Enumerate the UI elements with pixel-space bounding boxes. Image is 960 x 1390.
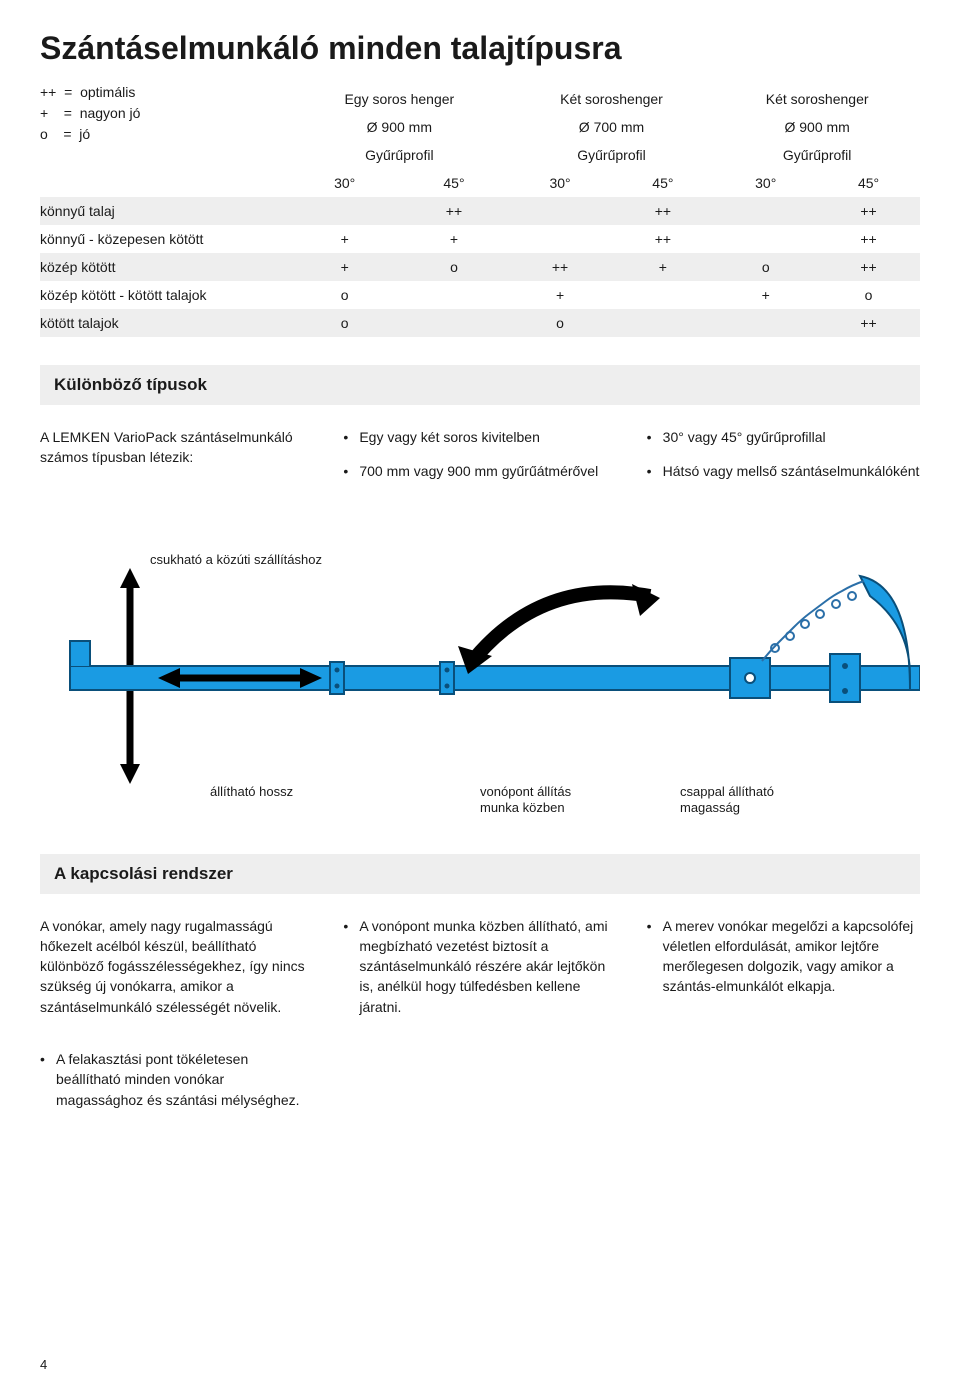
cell: ++ [611, 197, 714, 225]
diagram-label-tow: vonópont állítás munka közben [480, 784, 575, 815]
cell: ++ [817, 253, 920, 281]
soil-table: Egy soros henger Két soroshenger Két sor… [40, 85, 920, 337]
list-item: A felakasztási pont tökéletesen beállíth… [40, 1049, 313, 1110]
cell: + [290, 253, 399, 281]
list-item: Hátsó vagy mellső szántáselmunkálóként [647, 461, 920, 481]
cell: o [290, 281, 399, 309]
col-group: Egy soros henger [290, 85, 509, 113]
row-label: könnyű talaj [40, 197, 290, 225]
legend-good: + = nagyon jó [40, 103, 140, 124]
row-label: közép kötött [40, 253, 290, 281]
col-profile: Gyűrűprofil [509, 141, 715, 169]
types-intro: A LEMKEN VarioPack szántáselmunkáló szám… [40, 427, 313, 496]
cell: o [290, 309, 399, 337]
row-label: közép kötött - kötött talajok [40, 281, 290, 309]
cell: + [290, 225, 399, 253]
col-profile: Gyűrűprofil [290, 141, 509, 169]
col-group: Két soroshenger [509, 85, 715, 113]
swing-arrow-icon [458, 584, 660, 674]
cell [399, 281, 508, 309]
cell: ++ [817, 309, 920, 337]
legend: ++ = optimális + = nagyon jó o = jó [40, 82, 140, 145]
cell: o [817, 281, 920, 309]
legend-ok: o = jó [40, 124, 140, 145]
row-label: könnyű - közepesen kötött [40, 225, 290, 253]
page-number: 4 [40, 1357, 47, 1372]
types-columns: A LEMKEN VarioPack szántáselmunkáló szám… [40, 427, 920, 496]
table-row: kötött talajokoo++ [40, 309, 920, 337]
col-diam: Ø 700 mm [509, 113, 715, 141]
cell [509, 197, 612, 225]
cell [714, 197, 817, 225]
col-angle: 30° [290, 169, 399, 197]
col-diam: Ø 900 mm [290, 113, 509, 141]
list-item: 700 mm vagy 900 mm gyűrűátmérővel [343, 461, 616, 481]
row-label: kötött talajok [40, 309, 290, 337]
types-heading: Különböző típusok [40, 365, 920, 405]
cell: + [714, 281, 817, 309]
list-item: A vonópont munka közben állítható, ami m… [343, 916, 616, 1017]
cell: + [611, 253, 714, 281]
chain-icon [762, 581, 864, 661]
coupling-list-below: A felakasztási pont tökéletesen beállíth… [40, 1049, 313, 1110]
table-row: közép kötött - kötött talajoko++o [40, 281, 920, 309]
cell [509, 225, 612, 253]
coupling-intro: A vonókar, amely nagy rugalmasságú hőkez… [40, 916, 313, 1031]
list-item: Egy vagy két soros kivitelben [343, 427, 616, 447]
cell: ++ [817, 197, 920, 225]
table-row: könnyű - közepesen kötött++++++ [40, 225, 920, 253]
col-diam: Ø 900 mm [714, 113, 920, 141]
coupling-heading: A kapcsolási rendszer [40, 854, 920, 894]
coupling-columns-2: A felakasztási pont tökéletesen beállíth… [40, 1049, 920, 1124]
drawbar-diagram: csukható a közúti szállításhoz [40, 546, 920, 826]
table-row: könnyű talaj ++ ++ ++ [40, 197, 920, 225]
coupling-list-mid: A vonópont munka közben állítható, ami m… [343, 916, 616, 1017]
col-angle: 30° [714, 169, 817, 197]
cell [611, 281, 714, 309]
table-row: közép kötött+o+++o++ [40, 253, 920, 281]
page-title: Szántáselmunkáló minden talajtípusra [40, 30, 920, 67]
types-list-mid: Egy vagy két soros kivitelben 700 mm vag… [343, 427, 616, 482]
cell: o [714, 253, 817, 281]
col-angle: 45° [817, 169, 920, 197]
diagram-label-pin: csappal állítható magasság [680, 784, 778, 815]
cell: o [399, 253, 508, 281]
cell: ++ [509, 253, 612, 281]
list-item: 30° vagy 45° gyűrűprofillal [647, 427, 920, 447]
cell [399, 309, 508, 337]
cell [714, 225, 817, 253]
col-angle: 45° [399, 169, 508, 197]
cell: ++ [611, 225, 714, 253]
col-angle: 30° [509, 169, 612, 197]
coupling-list-right: A merev vonókar megelőzi a kapcsolófej v… [647, 916, 920, 997]
cell: o [509, 309, 612, 337]
cell [611, 309, 714, 337]
cell [290, 197, 399, 225]
diagram-label-fold: csukható a közúti szállításhoz [150, 552, 322, 567]
list-item: A merev vonókar megelőzi a kapcsolófej v… [647, 916, 920, 997]
cell: ++ [399, 197, 508, 225]
legend-opt: ++ = optimális [40, 82, 140, 103]
cell [714, 309, 817, 337]
cell: + [399, 225, 508, 253]
coupling-columns: A vonókar, amely nagy rugalmasságú hőkez… [40, 916, 920, 1031]
col-group: Két soroshenger [714, 85, 920, 113]
cell: + [509, 281, 612, 309]
col-angle: 45° [611, 169, 714, 197]
col-profile: Gyűrűprofil [714, 141, 920, 169]
cell: ++ [817, 225, 920, 253]
diagram-label-length: állítható hossz [210, 784, 293, 799]
types-list-right: 30° vagy 45° gyűrűprofillal Hátsó vagy m… [647, 427, 920, 482]
